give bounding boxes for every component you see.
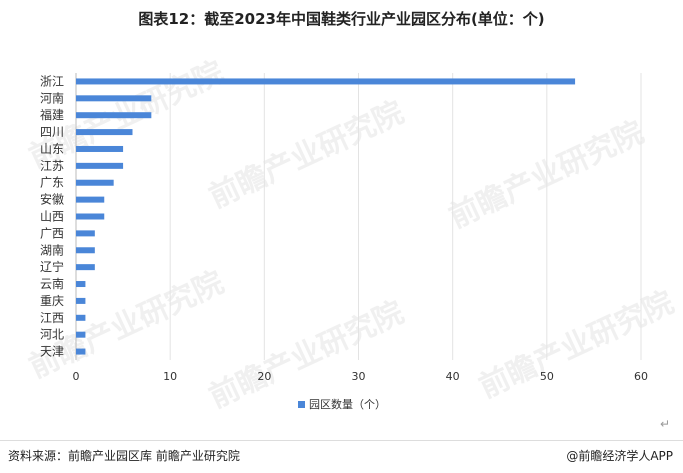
- category-label: 辽宁: [40, 259, 64, 274]
- bar: [76, 129, 133, 136]
- return-mark: ↵: [660, 417, 671, 431]
- category-label: 安徽: [40, 192, 64, 207]
- bar: [76, 230, 95, 237]
- bar: [76, 179, 114, 186]
- bar: [76, 281, 86, 288]
- x-tick-label: 40: [446, 370, 460, 383]
- category-label: 山西: [40, 210, 64, 224]
- brand-text: @前瞻经济学人APP: [566, 449, 673, 463]
- category-label: 江苏: [40, 159, 64, 173]
- category-label: 重庆: [40, 294, 64, 308]
- bar: [76, 348, 86, 355]
- category-label: 福建: [40, 107, 64, 122]
- bar-chart: 0 10 20 30 40 50 60 浙江河南福建四川山东江苏广东安徽山西广西湖南辽宁云南重…: [40, 73, 648, 411]
- category-label: 浙江: [40, 74, 64, 88]
- x-tick-label: 0: [73, 370, 80, 383]
- x-tick-label: 10: [163, 370, 177, 383]
- x-tick-label: 30: [352, 370, 366, 383]
- legend-swatch: [298, 401, 305, 408]
- category-label: 山东: [40, 142, 64, 156]
- category-label: 四川: [40, 125, 64, 139]
- bar: [76, 264, 95, 271]
- bar: [76, 162, 124, 169]
- bar: [76, 95, 152, 102]
- chart-title: 图表12：截至2023年中国鞋类行业产业园区分布(单位：个): [138, 10, 545, 28]
- bar: [76, 247, 95, 254]
- category-label: 河南: [40, 90, 64, 105]
- category-label: 云南: [40, 276, 64, 291]
- category-label: 河北: [40, 328, 64, 342]
- category-label: 广西: [40, 226, 64, 240]
- footer: 资料来源：前瞻产业园区库 前瞻产业研究院 @前瞻经济学人APP: [0, 440, 683, 473]
- category-label: 广东: [40, 176, 64, 190]
- bar: [76, 196, 105, 203]
- category-label: 江西: [40, 311, 64, 325]
- category-label: 湖南: [40, 242, 64, 257]
- source-text: 资料来源：前瞻产业园区库 前瞻产业研究院: [8, 449, 240, 463]
- bar: [76, 145, 124, 152]
- bar: [76, 112, 152, 119]
- category-label: 天津: [40, 345, 64, 359]
- x-tick-label: 60: [634, 370, 648, 383]
- bar: [76, 331, 86, 338]
- x-tick-label: 20: [257, 370, 271, 383]
- x-tick-label: 50: [540, 370, 554, 383]
- bar: [76, 297, 86, 304]
- legend-label: 园区数量（个）: [309, 398, 386, 411]
- bar: [76, 213, 105, 220]
- bar: [76, 78, 576, 85]
- bar: [76, 314, 86, 321]
